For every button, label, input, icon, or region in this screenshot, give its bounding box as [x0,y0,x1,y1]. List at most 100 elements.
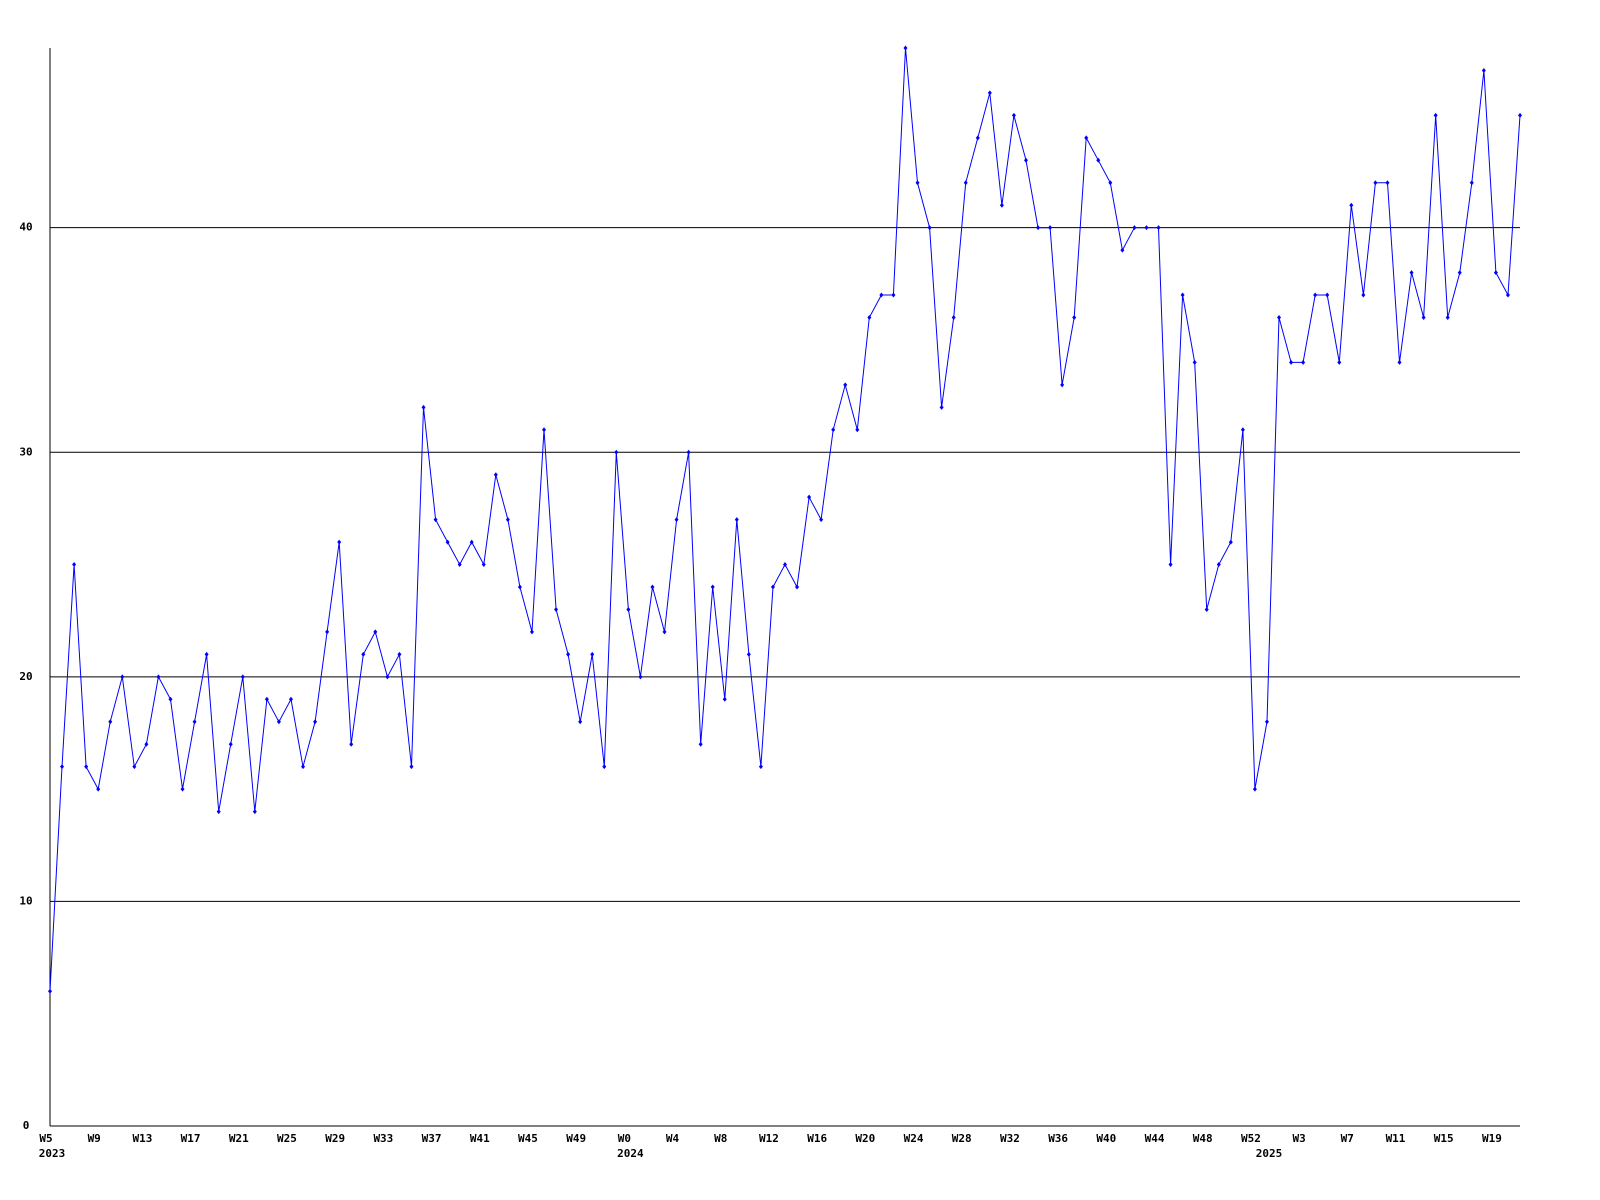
data-point [915,180,920,186]
data-point [987,90,992,96]
data-point [1397,359,1402,365]
data-point [662,629,667,635]
data-point [421,404,426,410]
data-point [529,629,534,635]
y-tick-label: 10 [19,894,32,907]
data-point [819,517,824,523]
data-point [734,517,739,523]
data-point [1289,359,1294,365]
data-point [1036,225,1041,231]
data-point [313,719,318,725]
data-point [674,517,679,523]
data-point [1180,292,1185,298]
data-point [192,719,197,725]
data-point [156,674,161,680]
data-line [49,47,1521,992]
data-point [650,584,655,590]
data-point [602,764,607,770]
data-point [120,674,125,680]
x-tick-label: W16 [807,1132,827,1145]
data-point [1120,247,1125,253]
data-point [903,45,908,51]
data-point [807,494,812,500]
data-point [891,292,896,298]
data-point [710,584,715,590]
data-point [626,606,631,612]
data-point [1011,112,1016,118]
data-point [795,584,800,590]
data-point [84,764,89,770]
y-tick-label: 20 [19,670,32,683]
data-point [1421,315,1426,320]
data-point [1216,562,1221,568]
x-tick-label: W11 [1386,1132,1406,1145]
data-point [1469,180,1474,186]
data-point [1204,606,1209,612]
x-tick-label: W13 [132,1132,152,1145]
data-point [554,606,559,612]
data-point [144,741,149,747]
data-point [517,584,522,590]
data-point [60,764,65,770]
data-point [1313,292,1318,298]
x-tick-label: W19 [1482,1132,1502,1145]
data-point [1048,225,1053,231]
data-point [204,651,209,657]
x-tick-label: W24 [904,1132,924,1145]
data-point [445,539,450,545]
y-tick-label: 40 [19,221,32,234]
data-point [722,696,727,702]
data-point [879,292,884,298]
data-point [542,427,547,433]
data-point [770,584,775,590]
data-point [1337,359,1342,365]
x-tick-label: W5 [39,1132,52,1145]
data-point [264,696,269,702]
data-point [566,651,571,657]
x-tick-label: W21 [229,1132,249,1145]
data-point [493,472,498,478]
data-point [1385,180,1390,186]
data-point [301,764,306,770]
x-tick-label: W20 [855,1132,875,1145]
data-point [951,315,956,320]
data-point [975,135,980,141]
x-tick-label: W41 [470,1132,490,1145]
data-point [999,202,1004,208]
data-point [1518,112,1522,118]
x-tick-label: W29 [325,1132,345,1145]
data-point [457,562,462,568]
x-tick-label: W33 [373,1132,393,1145]
data-point [240,674,245,680]
data-point [758,764,763,770]
x-tick-label: W37 [422,1132,442,1145]
x-tick-label: W3 [1292,1132,1305,1145]
data-point [1349,202,1354,208]
x-tick-label: W4 [666,1132,680,1145]
data-point [614,449,619,455]
data-point [686,449,691,455]
data-point [48,988,52,994]
data-point [1060,382,1065,388]
data-point [1072,315,1077,320]
data-point [409,764,414,770]
y-tick-label: 0 [23,1119,30,1132]
year-label: 2025 [1256,1147,1283,1160]
x-tick-label: W36 [1048,1132,1068,1145]
x-tick-label: W49 [566,1132,586,1145]
data-point [168,696,173,702]
data-point [1325,292,1330,298]
data-point [1144,225,1149,231]
x-tick-label: W12 [759,1132,779,1145]
data-point [228,741,233,747]
data-point [1373,180,1378,186]
x-tick-label: W8 [714,1132,727,1145]
data-point [72,562,77,568]
data-point [590,651,595,657]
data-point [132,764,137,770]
data-point [1409,270,1414,276]
x-tick-label: W32 [1000,1132,1020,1145]
x-tick-label: W0 [618,1132,631,1145]
data-point [397,651,402,657]
data-point [1240,427,1245,433]
